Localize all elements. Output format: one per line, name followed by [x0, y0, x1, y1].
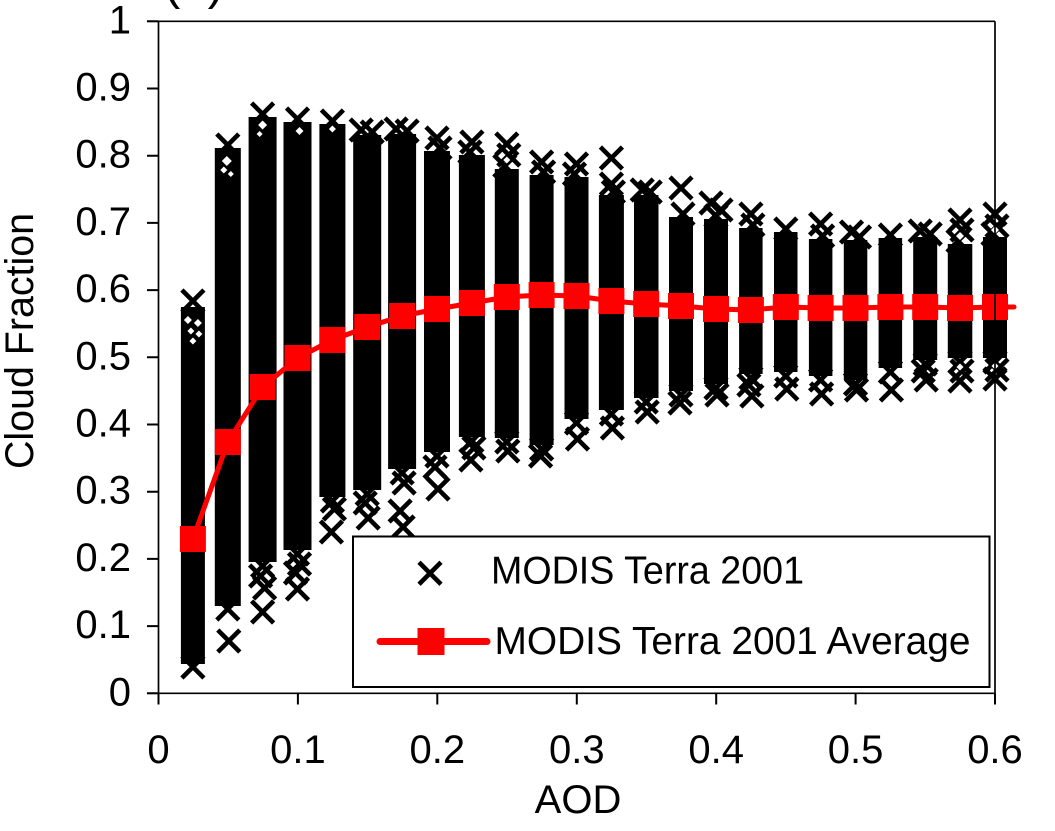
svg-text:0.1: 0.1	[270, 728, 326, 772]
svg-text:0.2: 0.2	[75, 536, 131, 580]
svg-text:0.6: 0.6	[967, 728, 1023, 772]
svg-text:0.2: 0.2	[409, 728, 465, 772]
svg-text:0.8: 0.8	[75, 133, 131, 177]
svg-text:0.3: 0.3	[549, 728, 605, 772]
svg-text:0.5: 0.5	[75, 334, 131, 378]
svg-text:0.4: 0.4	[75, 402, 131, 446]
svg-text:1: 1	[109, 0, 131, 42]
svg-text:(b): (b)	[164, 0, 224, 10]
svg-text:AOD: AOD	[535, 778, 622, 822]
svg-text:0: 0	[147, 728, 169, 772]
svg-text:0.9: 0.9	[75, 66, 131, 110]
svg-text:0.4: 0.4	[688, 728, 744, 772]
svg-text:0.6: 0.6	[75, 267, 131, 311]
svg-text:0.3: 0.3	[75, 469, 131, 513]
svg-text:MODIS Terra 2001 Average: MODIS Terra 2001 Average	[495, 620, 971, 663]
svg-text:0.7: 0.7	[75, 200, 131, 244]
svg-text:0.1: 0.1	[75, 603, 131, 647]
svg-text:0.5: 0.5	[828, 728, 884, 772]
svg-text:Cloud Fraction: Cloud Fraction	[0, 213, 42, 469]
svg-text:MODIS Terra 2001: MODIS Terra 2001	[491, 550, 804, 593]
svg-text:0: 0	[109, 670, 131, 714]
